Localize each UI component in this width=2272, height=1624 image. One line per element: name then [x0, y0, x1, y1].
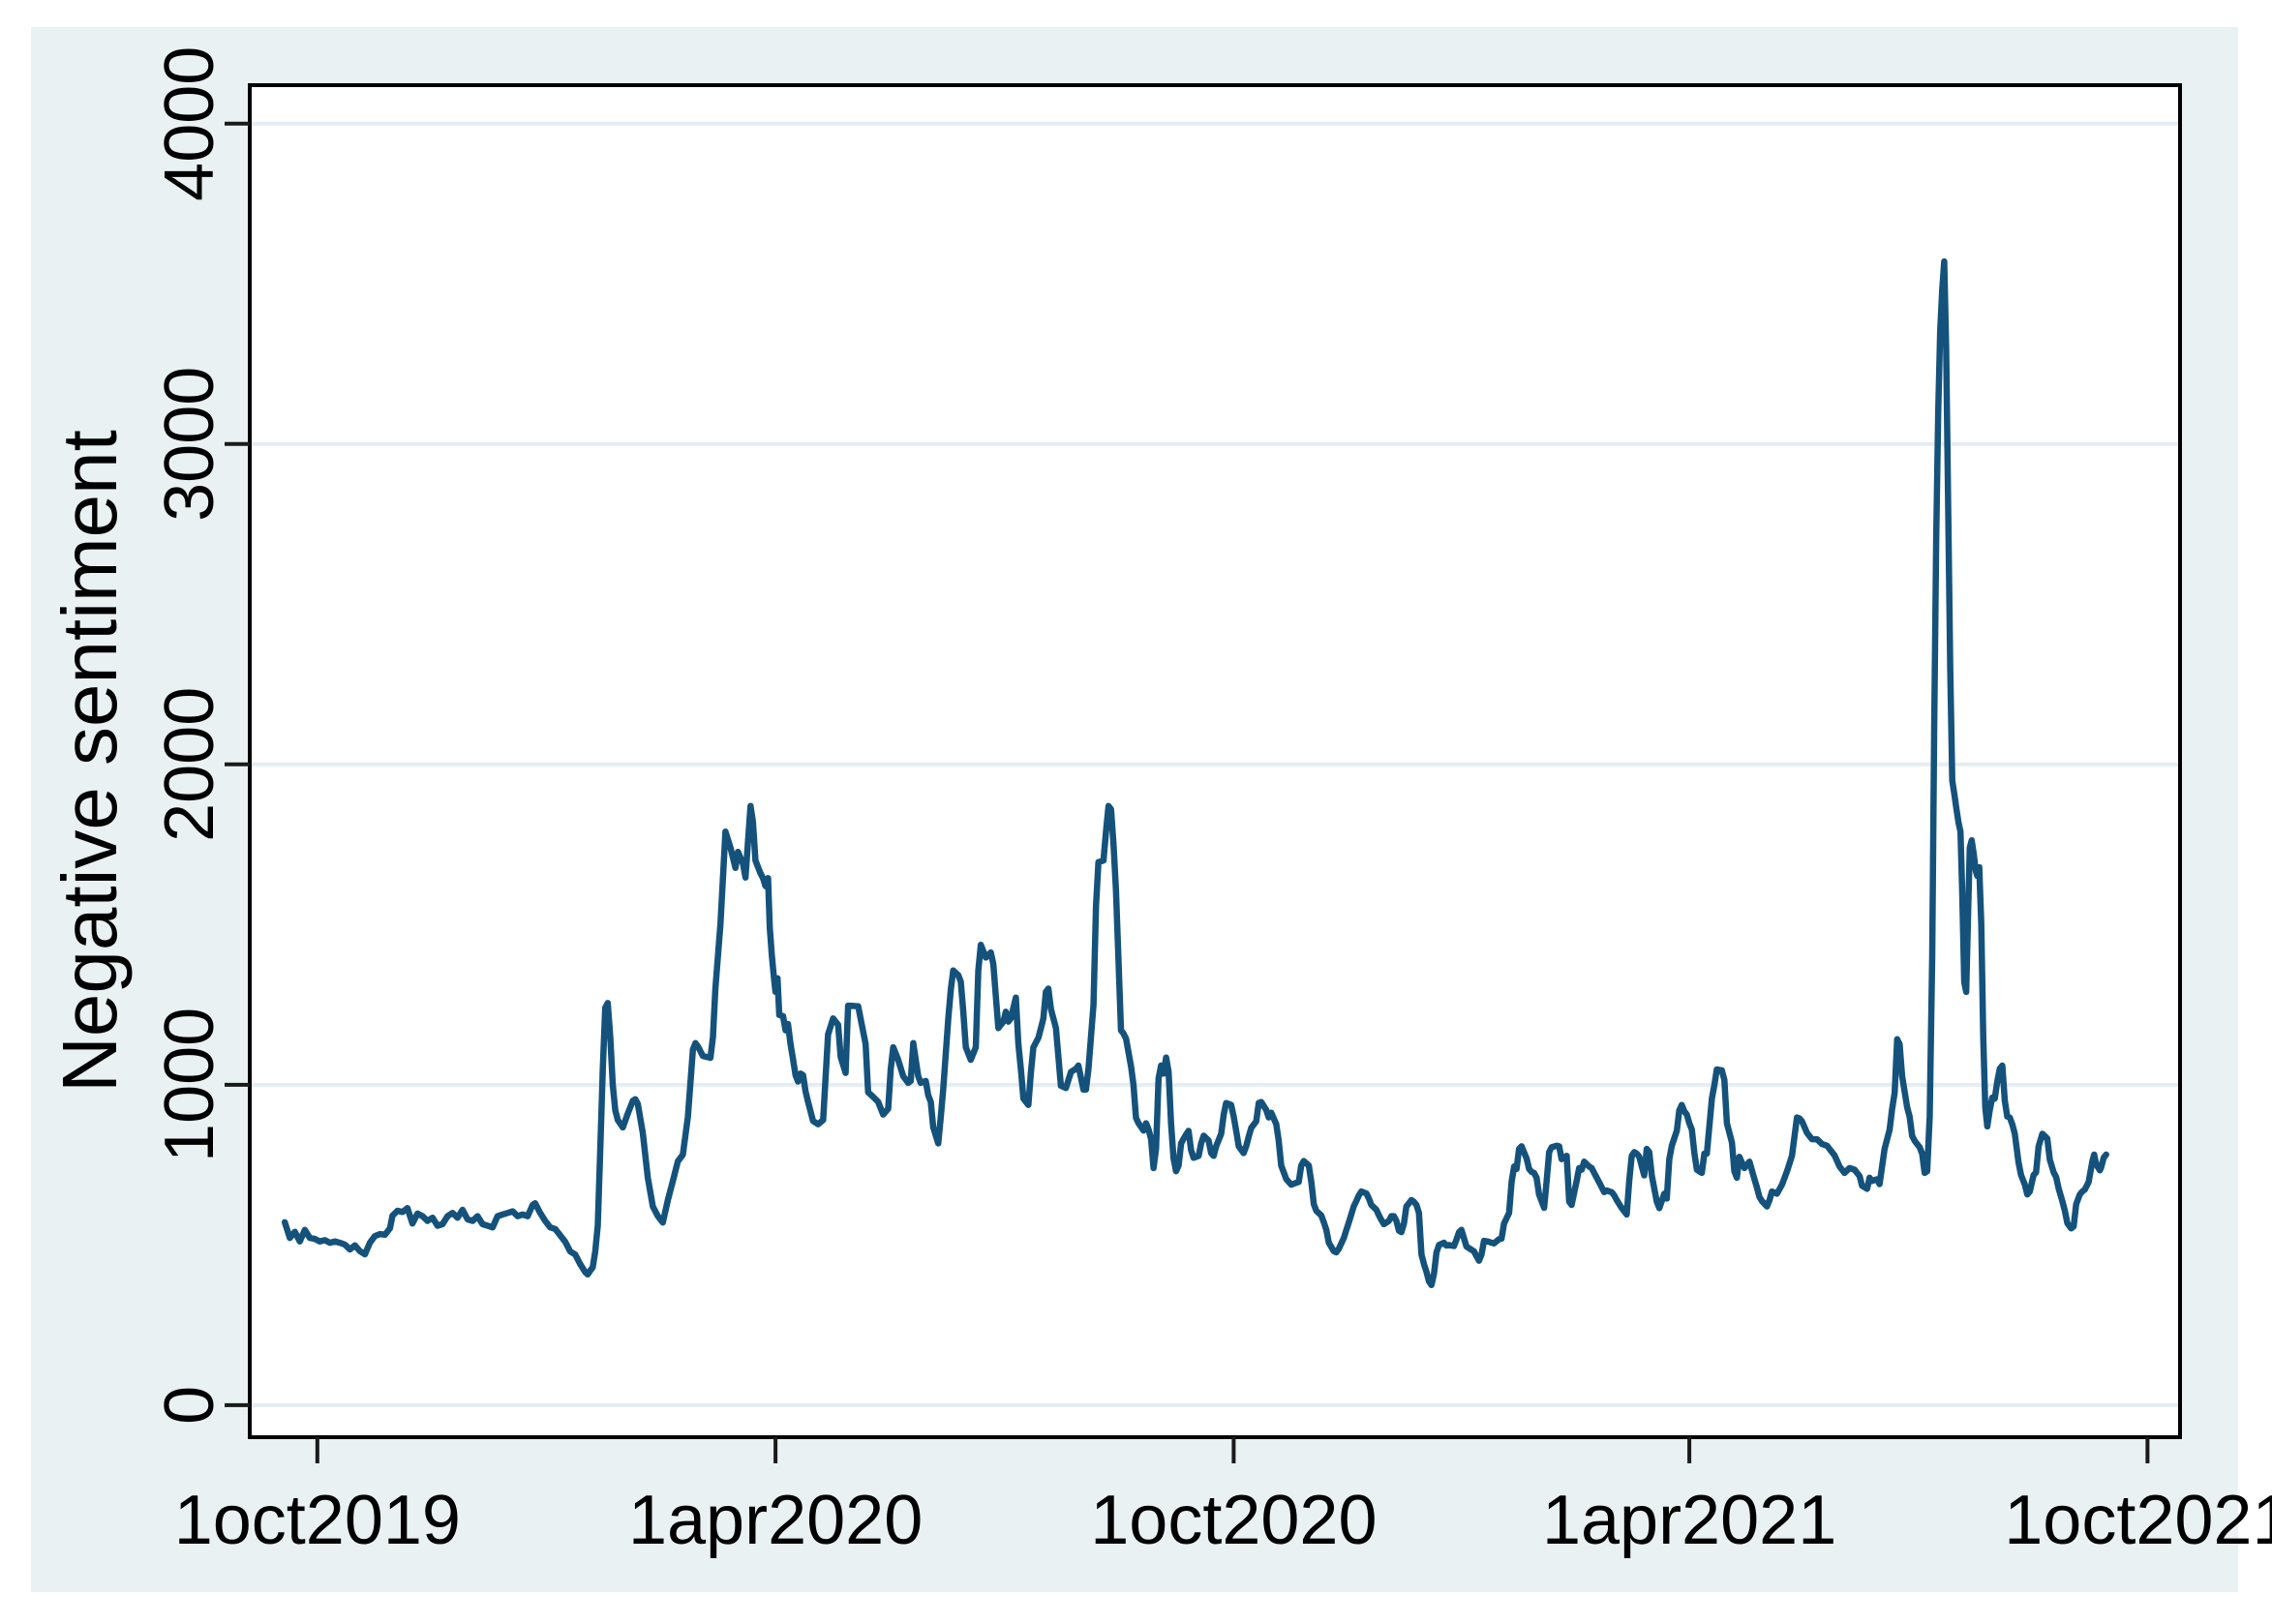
y-tick-label-3000: 3000 [151, 367, 228, 522]
negative-sentiment-line [281, 257, 2109, 1289]
plot-frame [248, 83, 2182, 1439]
y-tick-label-0: 0 [151, 1386, 228, 1425]
x-tick-label-1oct2021: 1oct2021 [2004, 1482, 2272, 1559]
x-tick-label-1oct2019: 1oct2019 [174, 1482, 461, 1559]
x-axis-tick-labels: 1oct2019 1apr2020 1oct2020 1apr2021 1oct2021 [174, 1482, 2272, 1559]
plot-area [250, 85, 2180, 1437]
y-axis-tick-labels: 0 1000 2000 3000 4000 [151, 46, 228, 1425]
x-axis-ticks [315, 1437, 2150, 1463]
y-axis-title: Negative sentiment [46, 430, 133, 1093]
y-tick-label-1000: 1000 [151, 1007, 228, 1162]
x-tick-label-1apr2021: 1apr2021 [1542, 1482, 1836, 1559]
y-gridlines [250, 121, 2180, 1407]
y-axis-ticks [225, 121, 250, 1407]
y-tick-label-2000: 2000 [151, 687, 228, 842]
x-tick-label-1apr2020: 1apr2020 [628, 1482, 923, 1559]
x-tick-label-1oct2020: 1oct2020 [1090, 1482, 1377, 1559]
y-tick-label-4000: 4000 [151, 46, 228, 201]
